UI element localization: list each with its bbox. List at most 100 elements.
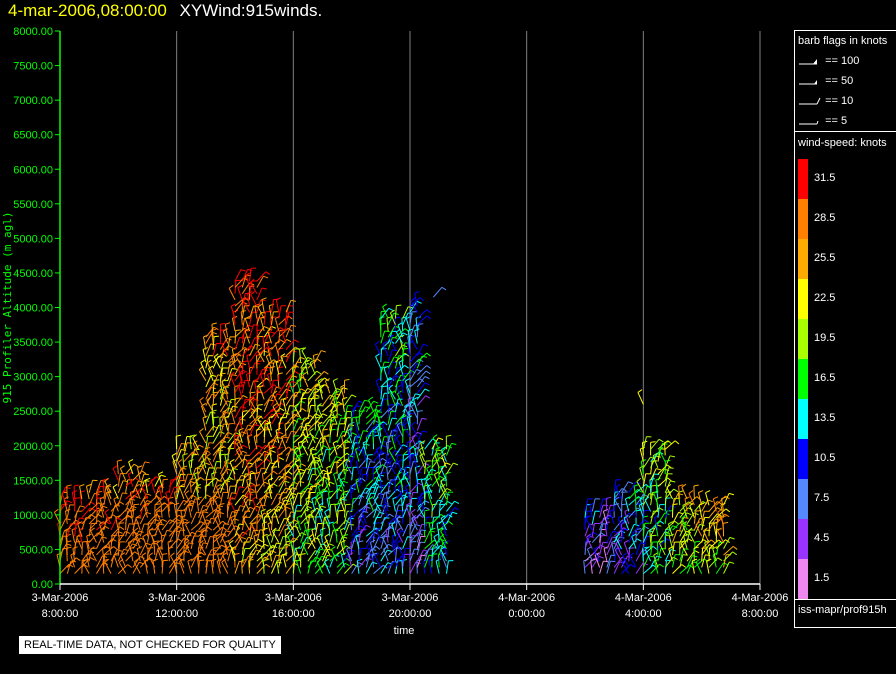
wind-barb bbox=[263, 394, 273, 406]
wind-barb bbox=[395, 444, 404, 456]
wind-barb bbox=[409, 363, 418, 375]
wind-barb bbox=[631, 536, 637, 549]
wind-barb-flag bbox=[439, 533, 445, 538]
wind-barb-flag bbox=[236, 446, 241, 451]
wind-barb bbox=[260, 511, 265, 524]
wind-barb-flag bbox=[143, 496, 149, 500]
wind-barb bbox=[292, 480, 300, 493]
wind-barb bbox=[323, 543, 331, 556]
wind-barb bbox=[417, 505, 426, 518]
wind-barb bbox=[650, 524, 657, 537]
wind-barb bbox=[407, 398, 411, 412]
wind-barb-flag bbox=[625, 496, 631, 500]
wind-barb bbox=[402, 312, 409, 325]
wind-barb bbox=[328, 448, 331, 462]
wind-barb bbox=[88, 480, 94, 493]
wind-barb bbox=[74, 517, 80, 531]
wind-barb bbox=[416, 352, 427, 363]
wind-barb-flag bbox=[250, 278, 255, 283]
wind-barb bbox=[278, 327, 289, 338]
wind-barb bbox=[218, 448, 221, 462]
wind-barb bbox=[405, 318, 411, 332]
wind-barb bbox=[200, 530, 207, 543]
wind-barb bbox=[103, 538, 113, 550]
wind-barb bbox=[672, 542, 675, 556]
wind-barb bbox=[326, 467, 331, 481]
wind-barb-flag bbox=[656, 524, 662, 527]
wind-barb bbox=[296, 517, 302, 531]
wind-barb bbox=[249, 311, 253, 325]
wind-barb bbox=[143, 498, 148, 512]
wind-barb-flag bbox=[175, 561, 181, 565]
wind-barb-flag bbox=[442, 542, 448, 544]
wind-barb bbox=[196, 467, 200, 481]
wind-barb-flag bbox=[333, 378, 338, 382]
wind-barb bbox=[132, 556, 141, 568]
wind-barb bbox=[184, 493, 192, 506]
wind-barb bbox=[198, 535, 203, 549]
wind-barb-flag bbox=[394, 450, 400, 453]
wind-barb-flag bbox=[190, 480, 196, 484]
wind-barb bbox=[416, 554, 423, 568]
wind-barb bbox=[104, 512, 112, 525]
wind-barb-flag bbox=[268, 486, 274, 488]
wind-barb-flag bbox=[145, 477, 151, 481]
wind-barb bbox=[590, 560, 593, 574]
wind-barb bbox=[405, 486, 411, 500]
wind-barb bbox=[241, 473, 246, 487]
wind-barb bbox=[183, 436, 188, 450]
wind-barb bbox=[604, 523, 608, 537]
wind-barb bbox=[227, 518, 235, 531]
wind-barb bbox=[419, 455, 426, 469]
wind-barb-flag bbox=[404, 403, 409, 407]
wind-barb bbox=[176, 480, 181, 493]
wind-barb bbox=[270, 542, 277, 556]
wind-barb bbox=[358, 430, 364, 444]
wind-barb bbox=[407, 336, 411, 350]
wind-barb bbox=[241, 336, 246, 350]
wind-barb bbox=[210, 330, 214, 344]
wind-barb-flag bbox=[422, 430, 428, 433]
wind-barb bbox=[369, 542, 375, 556]
wind-barb bbox=[334, 392, 338, 406]
wind-barb bbox=[672, 493, 679, 506]
wind-barb bbox=[314, 350, 322, 363]
wind-barb-flag bbox=[390, 309, 395, 314]
wind-barb-flag bbox=[317, 403, 322, 407]
wind-barb bbox=[664, 510, 668, 524]
wind-barb bbox=[621, 481, 629, 494]
wind-barb-flag bbox=[396, 434, 401, 439]
wind-barb-flag bbox=[615, 533, 621, 538]
wind-barb bbox=[205, 518, 212, 531]
wind-barb bbox=[278, 382, 287, 394]
wind-barb-flag bbox=[282, 496, 288, 500]
wind-barb-flag bbox=[235, 279, 241, 282]
wind-barb-flag bbox=[670, 480, 676, 483]
wind-barb-flag bbox=[396, 527, 402, 532]
colorbar-label: 22.5 bbox=[814, 292, 836, 304]
wind-barb-flag bbox=[676, 529, 682, 532]
wind-barb-flag bbox=[424, 376, 430, 380]
wind-barb bbox=[167, 504, 170, 518]
wind-barb-flag bbox=[432, 434, 438, 439]
wind-barb bbox=[586, 536, 593, 549]
wind-barb-flag bbox=[600, 532, 606, 536]
wind-barb bbox=[307, 467, 313, 481]
wind-barb bbox=[686, 529, 691, 543]
colorbar-label: 28.5 bbox=[814, 212, 836, 224]
wind-barb bbox=[405, 386, 411, 400]
wind-barb bbox=[266, 536, 272, 549]
wind-barb-flag bbox=[645, 546, 650, 550]
wind-barb bbox=[280, 436, 287, 450]
wind-barb bbox=[125, 551, 136, 562]
wind-barb-flag bbox=[204, 462, 210, 466]
wind-barb bbox=[286, 518, 294, 531]
wind-barb-flag bbox=[732, 545, 738, 550]
wind-barb-flag bbox=[427, 490, 433, 494]
wind-barb-flag bbox=[227, 400, 233, 404]
wind-barb bbox=[394, 530, 402, 543]
wind-barb-flag bbox=[593, 546, 598, 551]
wind-barb bbox=[667, 523, 673, 537]
wind-barb bbox=[212, 343, 217, 357]
wind-barb bbox=[76, 536, 83, 549]
